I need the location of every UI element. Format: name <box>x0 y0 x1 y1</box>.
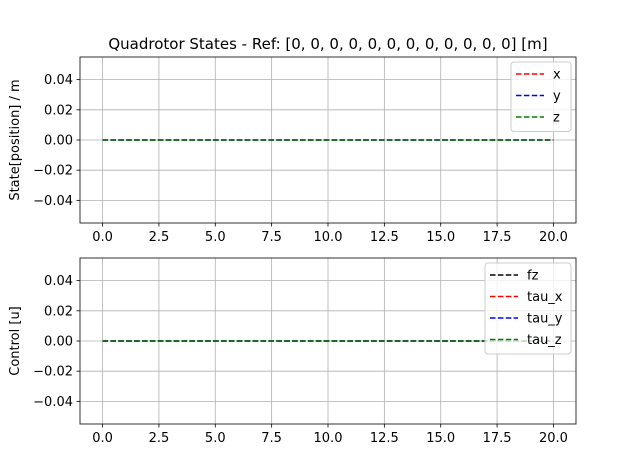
x-tick-label: 20.0 <box>539 431 568 446</box>
y-tick-label: 0.00 <box>44 134 73 149</box>
x-tick-label: 7.5 <box>261 230 282 245</box>
chart-1: 0.0 2.5 5.0 7.5 10.0 12.5 15.0 17.5 20.0 0.04 0.02… <box>8 257 577 446</box>
y-tick-label: 0.02 <box>44 304 73 319</box>
y-tick-label: −0.02 <box>33 365 73 380</box>
legend: fz tau_x tau_y tau_z <box>484 262 572 355</box>
x-tick-label: 0.0 <box>92 431 113 446</box>
legend-box <box>484 262 572 355</box>
x-tick-label: 10.0 <box>314 230 343 245</box>
x-tick-label: 17.5 <box>483 431 512 446</box>
legend-label-z: z <box>553 111 560 126</box>
legend-label-tau_y: tau_y <box>527 312 563 327</box>
x-tick-label: 15.0 <box>426 230 455 245</box>
legend: xyz <box>510 61 572 132</box>
x-tick-label: 2.5 <box>149 230 170 245</box>
y-tick-label: −0.04 <box>33 395 73 410</box>
x-tick-label: 20.0 <box>539 230 568 245</box>
x-tick-label: 0.0 <box>92 230 113 245</box>
x-tick-label: 10.0 <box>314 431 343 446</box>
y-tick-label: 0.02 <box>44 103 73 118</box>
y-axis-label: Control [u] <box>8 306 23 376</box>
y-axis-label: State[position] / m <box>8 79 23 200</box>
y-tick-label: 0.00 <box>44 335 73 350</box>
x-tick-label: 2.5 <box>149 431 170 446</box>
legend-label-y: y <box>553 89 561 104</box>
x-tick-label: 12.5 <box>370 431 399 446</box>
x-tick-label: 5.0 <box>205 431 226 446</box>
x-tick-label: 12.5 <box>370 230 399 245</box>
x-tick-label: 15.0 <box>426 431 455 446</box>
legend-label-x: x <box>553 68 561 83</box>
x-tick-label: 7.5 <box>261 431 282 446</box>
legend-label-tau_x: tau_x <box>527 290 563 305</box>
y-tick-label: 0.04 <box>44 274 73 289</box>
y-tick-label: −0.04 <box>33 194 73 209</box>
legend-label-fz: fz <box>527 269 539 284</box>
legend-label-tau_z: tau_z <box>527 333 562 348</box>
x-tick-label: 17.5 <box>483 230 512 245</box>
chart-title: Quadrotor States - Ref: [0, 0, 0, 0, 0, … <box>108 35 547 53</box>
chart-0: 0.0 2.5 5.0 7.5 10.0 12.5 15.0 17.5 20.0 0.04 0.02… <box>8 35 577 245</box>
y-tick-label: −0.02 <box>33 164 73 179</box>
legend-box <box>510 61 572 132</box>
y-tick-label: 0.04 <box>44 73 73 88</box>
x-tick-label: 5.0 <box>205 230 226 245</box>
